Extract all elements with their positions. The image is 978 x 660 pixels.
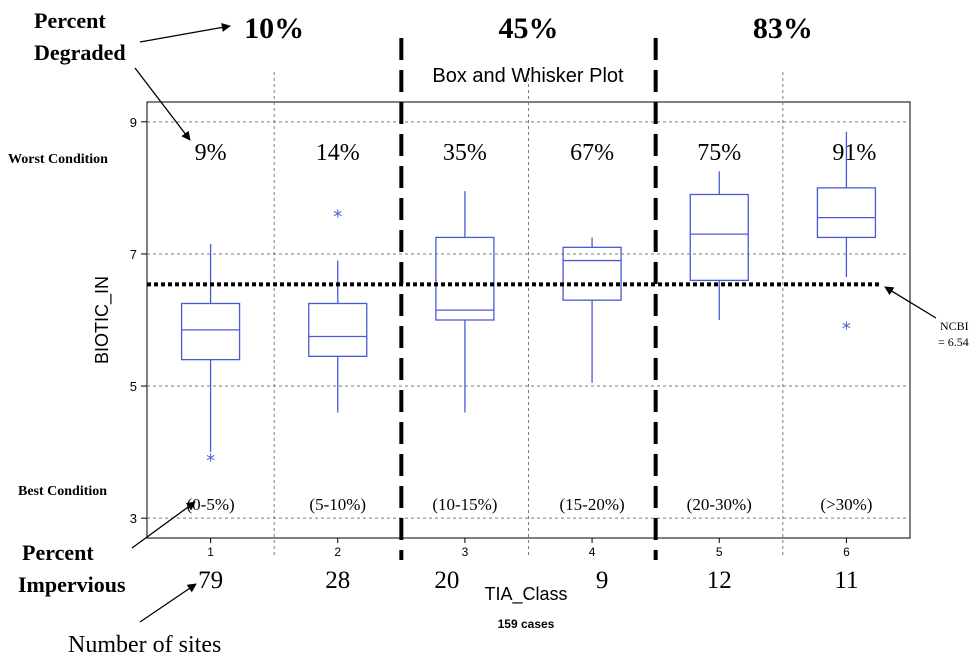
box-iqr bbox=[562, 246, 622, 301]
percent-impervious-labels: (0-5%) (5-10%) (10-15%) (15-20%) (20-30%) (>3… bbox=[187, 495, 873, 514]
percent-degraded-label: 75% bbox=[697, 140, 741, 166]
percent-impervious-label: (20-30%) bbox=[687, 495, 752, 514]
percent-degraded-label: 67% bbox=[570, 140, 614, 166]
group-percent-degraded: 83% bbox=[753, 12, 813, 45]
box-iqr bbox=[308, 302, 368, 357]
number-of-sites-value: 20 bbox=[434, 567, 459, 594]
number-of-sites-value: 9 bbox=[596, 567, 609, 594]
arrow-impervious bbox=[131, 501, 196, 549]
number-of-sites-label: Number of sites bbox=[68, 632, 221, 658]
group-percent-degraded: 45% bbox=[499, 12, 559, 45]
arrow-percent-degraded bbox=[139, 22, 231, 43]
percent-impervious-line1: Percent bbox=[22, 540, 94, 565]
number-of-sites-value: 12 bbox=[707, 567, 732, 594]
percent-degraded-line2: Degraded bbox=[34, 40, 126, 65]
y-tick-label: 7 bbox=[130, 247, 137, 262]
y-tick-label: 3 bbox=[130, 511, 137, 526]
number-of-sites-value: 28 bbox=[325, 567, 350, 594]
ncbi-label-line2: = 6.54 bbox=[938, 335, 969, 349]
number-of-sites-value: 79 bbox=[198, 567, 223, 594]
percent-impervious-label: (0-5%) bbox=[187, 495, 235, 514]
percent-degraded-line1: Percent bbox=[34, 8, 106, 33]
chart-title: Box and Whisker Plot bbox=[432, 65, 624, 87]
x-tick-label: 6 bbox=[843, 545, 850, 559]
box-iqr bbox=[435, 236, 495, 321]
outlier-point: * bbox=[842, 319, 851, 340]
box-iqr bbox=[816, 187, 877, 239]
cases-label: 159 cases bbox=[498, 617, 555, 631]
outlier-point: * bbox=[333, 206, 342, 227]
worst-condition-label: Worst Condition bbox=[8, 152, 108, 167]
percent-degraded-label: 35% bbox=[443, 140, 487, 166]
x-axis-label: TIA_Class bbox=[484, 584, 567, 605]
box-category-6: * bbox=[816, 131, 877, 340]
box-category-5 bbox=[689, 171, 749, 320]
boxes: * * * bbox=[180, 131, 877, 472]
percent-impervious-label: (15-20%) bbox=[560, 495, 625, 514]
x-tick-label: 3 bbox=[462, 545, 469, 559]
percent-impervious-line2: Impervious bbox=[18, 572, 126, 597]
percent-impervious-label: (5-10%) bbox=[309, 495, 366, 514]
best-condition-label: Best Condition bbox=[18, 484, 107, 499]
percent-degraded-labels: 9% 14% 35% 67% 75% 91% bbox=[195, 140, 877, 166]
percent-degraded-label: 9% bbox=[195, 140, 227, 166]
box-category-2: * bbox=[308, 206, 368, 413]
x-tick-label: 4 bbox=[589, 545, 596, 559]
arrow-ncbi bbox=[884, 286, 937, 319]
y-axis-label: BIOTIC_IN bbox=[92, 276, 113, 364]
box-category-3 bbox=[435, 191, 495, 413]
box-category-1: * bbox=[180, 244, 241, 472]
x-tick-label: 2 bbox=[334, 545, 341, 559]
percent-impervious-label: (>30%) bbox=[820, 495, 872, 514]
y-tick-label: 9 bbox=[130, 115, 137, 130]
y-tick-label: 5 bbox=[130, 379, 137, 394]
number-of-sites-labels: 79 28 20 9 12 11 bbox=[198, 567, 858, 594]
percent-impervious-label: (10-15%) bbox=[432, 495, 497, 514]
number-of-sites-value: 11 bbox=[834, 567, 858, 594]
group-percent-labels: 10% 45% 83% bbox=[244, 12, 813, 45]
y-tick-labels: 3 5 7 9 bbox=[130, 115, 147, 526]
box-category-4 bbox=[562, 237, 622, 383]
box-iqr bbox=[180, 302, 241, 361]
x-tick-label: 5 bbox=[716, 545, 723, 559]
x-tick-label: 1 bbox=[207, 545, 214, 559]
outlier-point: * bbox=[206, 451, 215, 472]
percent-degraded-label: 14% bbox=[316, 140, 360, 166]
arrow-number-of-sites bbox=[139, 583, 197, 623]
box-iqr bbox=[689, 193, 749, 282]
group-boundaries bbox=[399, 38, 658, 560]
group-percent-degraded: 10% bbox=[244, 12, 304, 45]
arrow-degraded-to-worst bbox=[134, 67, 191, 141]
x-tick-labels: 1 2 3 4 5 6 bbox=[207, 538, 850, 559]
category-separators bbox=[273, 72, 784, 555]
percent-degraded-label: 91% bbox=[832, 140, 876, 166]
ncbi-label-line1: NCBI bbox=[940, 319, 969, 333]
